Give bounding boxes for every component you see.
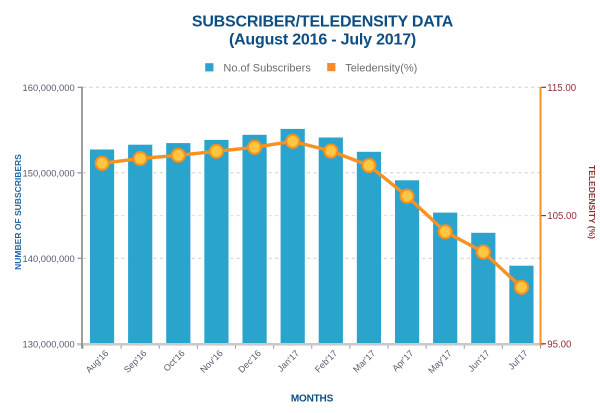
svg-text:NUMBER OF SUBSCRIBERS: NUMBER OF SUBSCRIBERS bbox=[13, 154, 23, 270]
svg-text:No.of Subscribers: No.of Subscribers bbox=[223, 63, 311, 75]
svg-text:MONTHS: MONTHS bbox=[291, 393, 334, 404]
svg-text:105.00: 105.00 bbox=[547, 211, 577, 222]
svg-text:(August 2016 - July 2017): (August 2016 - July 2017) bbox=[229, 32, 416, 49]
svg-text:115.00: 115.00 bbox=[547, 83, 577, 94]
svg-text:160,000,000: 160,000,000 bbox=[23, 82, 75, 93]
svg-text:150,000,000: 150,000,000 bbox=[23, 167, 75, 178]
svg-text:95.00: 95.00 bbox=[547, 339, 572, 350]
svg-text:TELEDENSITY (%): TELEDENSITY (%) bbox=[587, 165, 597, 239]
svg-text:130,000,000: 130,000,000 bbox=[23, 338, 75, 349]
svg-text:Teledensity(%): Teledensity(%) bbox=[345, 63, 417, 75]
svg-text:140,000,000: 140,000,000 bbox=[23, 253, 75, 264]
svg-text:SUBSCRIBER/TELEDENSITY DATA: SUBSCRIBER/TELEDENSITY DATA bbox=[192, 14, 454, 31]
